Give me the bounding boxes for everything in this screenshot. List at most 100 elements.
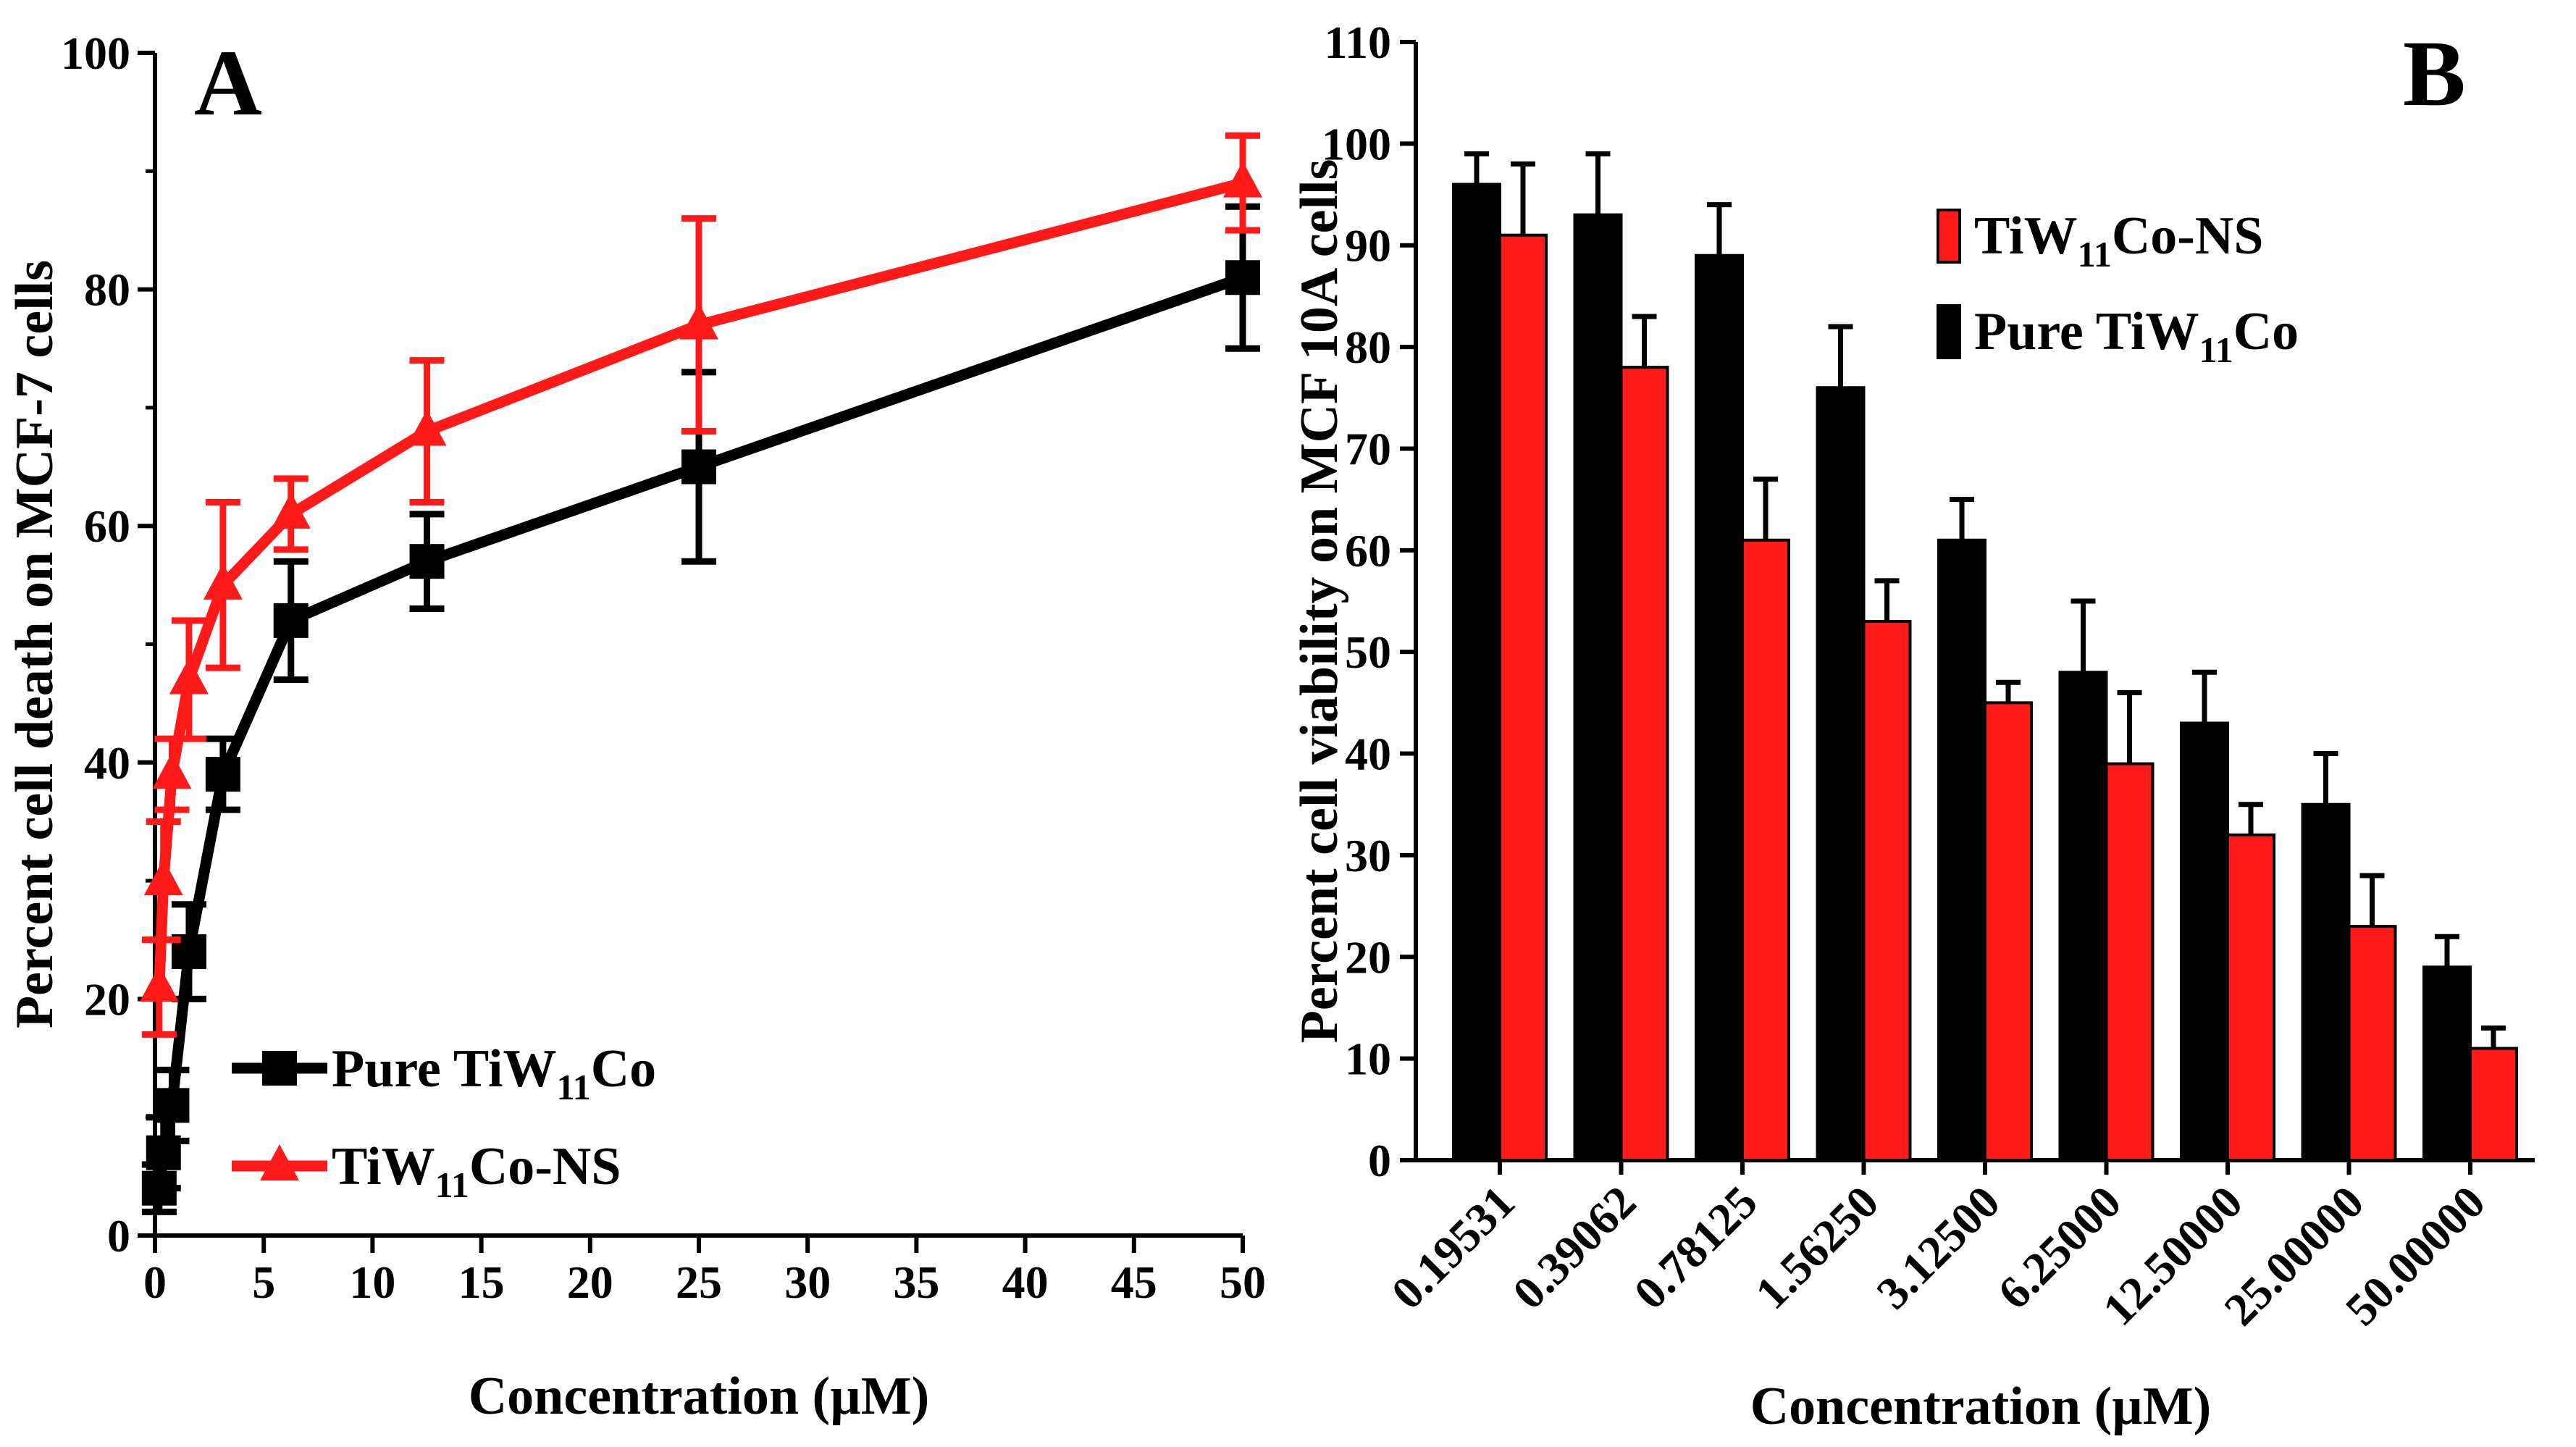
data-point-square [205,757,240,792]
data-point-triangle [169,658,209,695]
data-point-triangle [203,563,243,600]
panel-a-x-tick-label: 35 [893,1257,939,1308]
legend-label-base: TiW [332,1137,435,1196]
bar-pure [2301,802,2351,1162]
bar-pure [2058,671,2108,1162]
legend-swatch [1937,209,1961,264]
panel-a-x-axis-title: Concentration (µM) [469,1367,930,1426]
legend-label-base: Pure TiW [332,1039,556,1099]
bar-ns [2226,833,2275,1162]
panel-b-bar-group [1452,151,1548,1162]
panel-a-letter: A [194,31,262,135]
data-point-square [154,1088,190,1123]
bar-ns [2469,1047,2518,1162]
panel-a-x-tick-label: 5 [252,1257,275,1308]
panel-b-y-tick-label: 40 [1345,729,1391,780]
panel-b-x-tick-label: 0.39062 [1503,1176,1645,1319]
bar-ns [1741,538,1790,1162]
panel-b-y-tick-label: 110 [1325,17,1391,68]
legend-swatch [1937,304,1961,359]
bar-pure [1573,213,1623,1162]
panel-b-y-tick-label: 30 [1345,830,1391,881]
panel-b-x-tick-label: 0.78125 [1624,1176,1767,1319]
legend-label: Pure TiW11Co [332,1039,656,1107]
panel-b-legend-item-pure: Pure TiW11Co [1937,302,2299,370]
legend-label-tail: Co [2233,302,2299,361]
panel-b-x-tick-label: 1.56250 [1745,1176,1888,1319]
panel-a-series-ns [139,132,1262,1038]
panel-a-series [139,132,1262,1215]
bar-pure [1937,538,1986,1162]
bar-ns [1619,366,1669,1162]
panel-a-x-tick-label: 25 [676,1257,722,1308]
bar-pure [1695,253,1744,1162]
panel-b-y-tick-label: 70 [1345,423,1391,474]
panel-a-legend-item-pure: Pure TiW11Co [232,1039,656,1107]
legend-label-subscript: 11 [435,1165,469,1205]
panel-b-legend-item-ns: TiW11Co-NS [1937,206,2264,274]
legend-label-subscript: 11 [2199,330,2233,370]
legend-label-base: Pure TiW [1974,302,2199,361]
legend-marker-square [262,1051,297,1086]
panel-b-bar-group [2180,669,2275,1162]
panel-b-y-axis-title: Percent cell viability on MCF 10A cells [1290,159,1349,1044]
legend-label: TiW11Co-NS [1974,206,2264,274]
bar-ns [1862,620,1912,1162]
panel-a-y-axis-title: Percent cell death on MCF-7 cells [5,260,64,1028]
panel-b-bar-group [1816,324,1912,1162]
panel-b-y-tick-label: 100 [1322,118,1391,169]
panel-a-y-tick-label: 20 [84,973,130,1025]
panel-b-y-tick-label: 10 [1345,1033,1391,1085]
panel-b-bar-group [1695,202,1790,1162]
panel-b-bars [1452,151,2518,1162]
bar-ns [1498,233,1548,1162]
panel-a-x-tick-label: 30 [784,1257,831,1308]
panel-a-y-tick-label: 0 [107,1210,130,1262]
panel-b-x-axis-title: Concentration (µM) [1750,1377,2212,1436]
panel-b-bar-group [2422,934,2518,1162]
data-point-triangle [1223,161,1262,198]
panel-b-y-tick-label: 50 [1345,626,1391,678]
legend-label-tail: Co-NS [2112,206,2264,266]
legend-label-subscript: 11 [2078,234,2112,274]
panel-a-y-tick-label: 60 [84,500,130,552]
panel-b-letter: B [2403,22,2466,126]
panel-a-x-tick-label: 15 [458,1257,505,1308]
panel-b-y-tick-label: 0 [1368,1135,1391,1186]
panel-a-y-tick-label: 100 [61,28,130,79]
legend-label-base: TiW [1974,206,2078,266]
data-point-square [273,603,309,638]
panel-b: B 0 10 20 30 40 50 60 70 80 90 100 110 0.195310.3906… [1290,17,2535,1436]
panel-b-y-tick-label: 90 [1345,220,1391,272]
legend-label-tail: Co [591,1039,656,1099]
panel-b-x-tick-label: 3.12500 [1867,1176,2010,1319]
legend-label: TiW11Co-NS [332,1137,621,1205]
data-point-triangle [152,752,192,789]
panel-a-axes: 0 20 40 60 80 100 0 5 10 15 20 25 30 35 40 45 50 [61,28,1266,1308]
panel-a-y-tick-label: 40 [84,737,130,789]
panel-b-y-tick-label: 80 [1345,322,1391,373]
data-point-triangle [271,492,311,529]
panel-b-x-tick-label: 0.19531 [1382,1176,1524,1319]
legend-label-subscript: 11 [556,1067,590,1107]
panel-a-x-tick-label: 20 [567,1257,613,1308]
data-point-triangle [407,409,447,446]
data-point-square [681,449,716,485]
legend-marker-triangle [260,1144,299,1180]
panel-a-x-tick-label: 40 [1002,1257,1049,1308]
panel-b-bar-group [1937,497,2033,1162]
panel-b-bar-group [2301,751,2397,1162]
bar-ns [2347,925,2397,1162]
panel-a-y-tick-label: 80 [84,264,130,316]
panel-a-legend-item-ns: TiW11Co-NS [232,1137,621,1205]
data-point-triangle [679,303,718,340]
data-point-square [409,544,445,579]
data-point-triangle [143,859,183,896]
panel-a: A 0 20 40 60 80 100 0 5 10 15 20 25 30 35 40 45 50 Pure … [5,28,1266,1426]
panel-a-x-tick-label: 45 [1111,1257,1157,1308]
bar-ns [1984,701,2033,1162]
bar-pure [2422,965,2472,1162]
panel-a-x-tick-label: 10 [349,1257,395,1308]
